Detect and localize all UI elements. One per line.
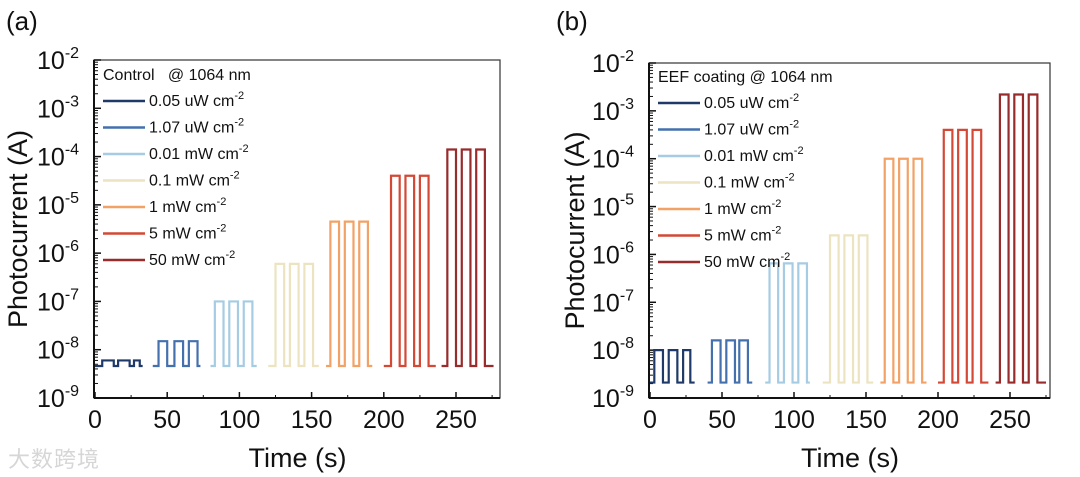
y-tick-label: 10-5 (37, 190, 79, 220)
x-tick-label: 200 (363, 406, 405, 434)
legend-item: 0.1 mW cm-2 (149, 170, 240, 190)
watermark: 大数跨境 (8, 448, 101, 473)
x-axis-label: Time (s) (249, 443, 347, 473)
y-tick-label: 10-8 (37, 335, 79, 365)
x-tick-label: 0 (88, 406, 102, 434)
x-tick-label: 100 (219, 406, 261, 434)
panel-label: (a) (6, 6, 38, 36)
x-tick-label: 100 (773, 406, 815, 434)
y-axis-label: Photocurrent (A) (560, 131, 590, 329)
y-axis-label: Photocurrent (A) (3, 130, 33, 328)
series-line-2 (210, 300, 257, 368)
y-tick-label: 10-7 (37, 286, 79, 316)
legend-item: 5 mW cm-2 (149, 223, 226, 243)
legend-item: 0.05 uW cm-2 (149, 90, 244, 110)
series-line-6 (995, 93, 1046, 384)
legend-item: 50 mW cm-2 (149, 249, 235, 269)
x-tick-label: 50 (153, 406, 181, 434)
y-tick-label: 10-8 (592, 335, 634, 365)
series-line-5 (938, 128, 989, 384)
y-tick-label: 10-4 (592, 144, 634, 174)
legend-item: 0.01 mW cm-2 (149, 143, 249, 163)
legend-title: Control @ 1064 nm (103, 67, 251, 84)
series-line-5 (383, 174, 436, 368)
legend-item: 0.05 uW cm-2 (704, 92, 799, 112)
legend-title: EEF coating @ 1064 nm (658, 69, 833, 86)
legend-item: 1 mW cm-2 (704, 198, 781, 218)
y-tick-label: 10-6 (592, 239, 634, 269)
y-tick-label: 10-7 (592, 287, 634, 317)
y-tick-label: 10-3 (592, 96, 634, 126)
series-line-4 (880, 157, 927, 384)
x-tick-label: 200 (917, 406, 959, 434)
x-tick-label: 250 (435, 406, 477, 434)
series-line-3 (822, 234, 874, 384)
series-line-3 (268, 262, 319, 368)
y-tick-label: 10-5 (592, 192, 634, 222)
y-tick-label: 10-9 (37, 383, 79, 413)
legend-item: 50 mW cm-2 (704, 251, 790, 271)
y-tick-label: 10-6 (37, 238, 79, 268)
x-tick-label: 250 (989, 406, 1031, 434)
legend-item: 1.07 uW cm-2 (149, 117, 244, 137)
series-line-1 (707, 339, 753, 384)
legend-item: 1.07 uW cm-2 (704, 119, 799, 139)
legend-item: 0.1 mW cm-2 (704, 172, 795, 192)
legend-item: 5 mW cm-2 (704, 225, 781, 245)
legend-item: 0.01 mW cm-2 (704, 145, 804, 165)
x-tick-label: 150 (291, 406, 333, 434)
series-line-6 (441, 148, 494, 368)
series-line-0 (95, 359, 143, 368)
x-axis-label: Time (s) (801, 443, 899, 473)
series-line-0 (650, 349, 695, 384)
chart-panel-1: (b) 10-9 10-8 10-7 10-6 10-5 10-4 10-3 10-2 0 50 10… (556, 6, 1051, 473)
y-tick-label: 10-3 (37, 93, 79, 123)
chart-panel-0: (a) 10-9 10-8 10-7 10-6 10-5 10-4 10-3 10-2 0 50 10… (3, 6, 501, 473)
x-tick-label: 50 (708, 406, 736, 434)
legend-item: 1 mW cm-2 (149, 196, 226, 216)
series-line-1 (152, 340, 201, 368)
y-tick-label: 10-9 (592, 383, 634, 413)
y-tick-label: 10-2 (592, 48, 634, 78)
x-tick-label: 0 (643, 406, 657, 434)
panel-label: (b) (556, 6, 588, 36)
x-tick-label: 150 (845, 406, 887, 434)
y-tick-label: 10-2 (37, 45, 79, 75)
series-line-4 (326, 220, 373, 368)
y-tick-label: 10-4 (37, 142, 79, 172)
series-line-2 (765, 262, 810, 384)
